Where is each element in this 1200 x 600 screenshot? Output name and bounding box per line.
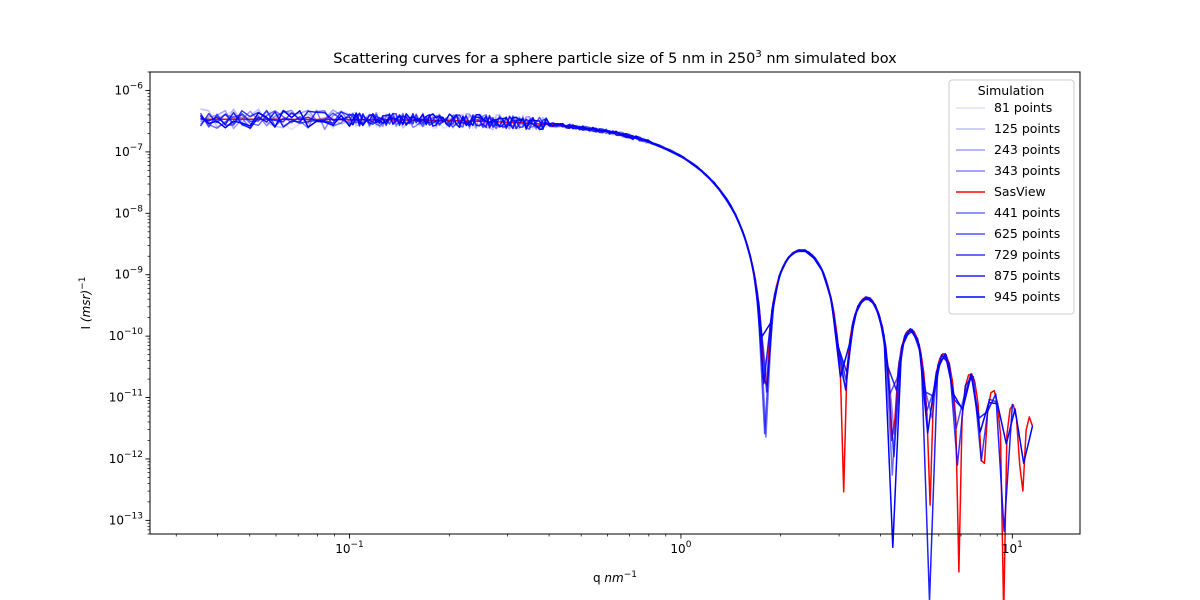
chart-title: Scattering curves for a sphere particle … xyxy=(333,49,897,67)
legend-label: 875 points xyxy=(994,268,1060,283)
legend-label: 729 points xyxy=(994,247,1060,262)
x-tick-label: 10−1 xyxy=(335,540,364,556)
x-tick-label: 100 xyxy=(670,540,691,556)
series-line xyxy=(199,110,998,466)
y-tick-label: 10−11 xyxy=(109,389,143,405)
y-axis: 10−13 10−12 10−11 10−10 10−9 10−8 10−7 10−6 xyxy=(109,71,150,535)
series-line xyxy=(200,110,1014,600)
x-axis: 10−1 100 101 xyxy=(175,534,1023,556)
series-line xyxy=(199,109,1034,549)
y-tick-label: 10−7 xyxy=(114,143,143,159)
legend-label: 625 points xyxy=(994,226,1060,241)
y-tick-label: 10−10 xyxy=(109,327,144,343)
legend-label: SasView xyxy=(994,184,1046,199)
legend-entries: 81 points 125 points 243 points 343 points S… xyxy=(956,100,1060,304)
series-line xyxy=(200,109,913,435)
series-line xyxy=(199,109,972,435)
legend-label: 81 points xyxy=(994,100,1052,115)
y-tick-label: 10−13 xyxy=(109,511,143,527)
x-tick-label: 101 xyxy=(1002,540,1023,556)
series-line xyxy=(199,110,940,476)
legend-title: Simulation xyxy=(978,83,1045,98)
plot-frame xyxy=(149,71,1081,535)
x-axis-label: q nm−1 xyxy=(593,570,637,585)
series-layer xyxy=(199,108,1034,600)
legend: Simulation 81 points 125 points 243 points… xyxy=(948,79,1075,315)
legend-label: 343 points xyxy=(994,163,1060,178)
y-axis-label: I (msr)−1 xyxy=(78,277,93,330)
chart-title-superscript: 3 xyxy=(755,49,761,60)
legend-label: 243 points xyxy=(994,142,1060,157)
y-tick-label: 10−8 xyxy=(114,204,143,220)
series-line xyxy=(200,118,1034,600)
legend-label: 441 points xyxy=(994,205,1060,220)
y-tick-label: 10−9 xyxy=(114,266,143,282)
legend-label: 125 points xyxy=(994,121,1060,136)
y-tick-label: 10−12 xyxy=(109,450,143,466)
legend-label: 945 points xyxy=(994,289,1060,304)
y-tick-label: 10−6 xyxy=(114,81,143,97)
